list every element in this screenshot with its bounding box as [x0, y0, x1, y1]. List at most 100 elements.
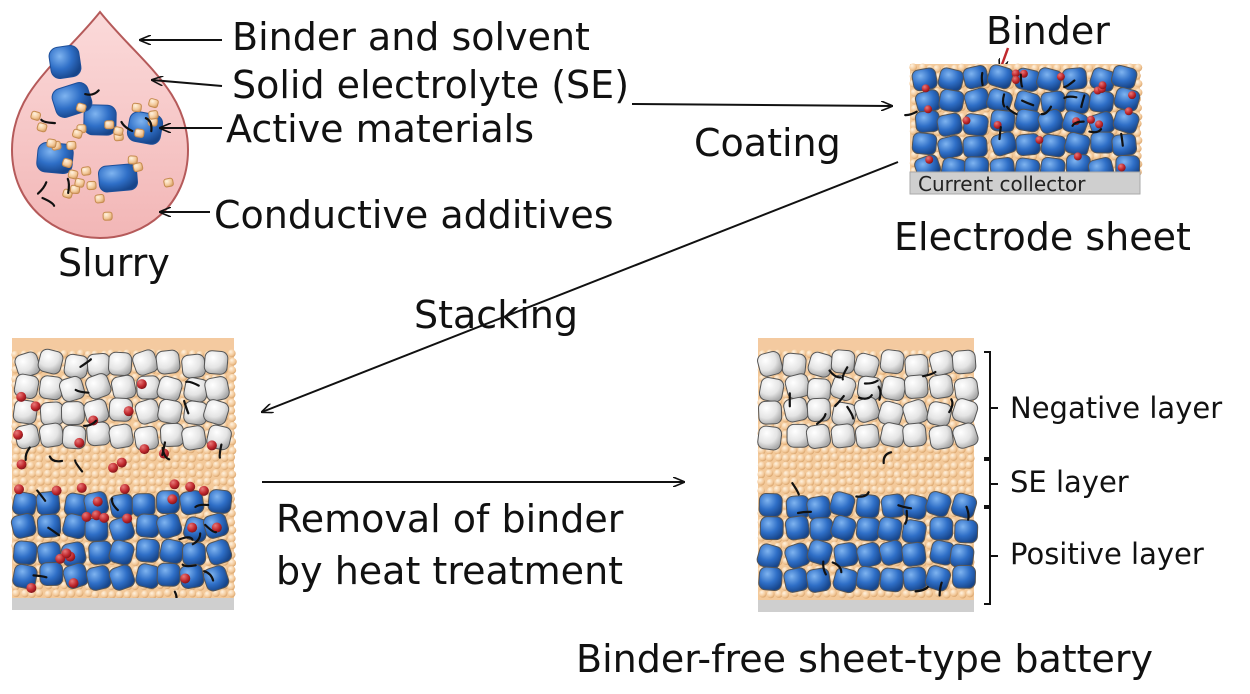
binder-particle — [167, 494, 177, 504]
solid-electrolyte-particle — [943, 463, 951, 471]
negative-material-particle — [204, 350, 229, 375]
solid-electrolyte-particle — [227, 453, 235, 461]
binder-particle — [922, 84, 930, 92]
solid-electrolyte-particle — [139, 479, 147, 487]
label-active-materials: Active materials — [226, 110, 534, 148]
solid-electrolyte-particle — [147, 471, 155, 479]
solid-electrolyte-particle — [846, 477, 854, 485]
negative-material-particle — [831, 349, 855, 373]
solid-electrolyte-particle — [228, 590, 236, 598]
solid-electrolyte-particle — [227, 518, 235, 526]
active-material-particle — [952, 565, 975, 588]
solid-electrolyte-particle — [164, 589, 172, 597]
solid-electrolyte-particle — [108, 591, 116, 599]
solid-electrolyte-particle — [103, 212, 112, 220]
negative-material-particle — [879, 421, 906, 448]
label-electrode-sheet: Electrode sheet — [894, 218, 1191, 256]
label-solid-electrolyte: Solid electrolyte (SE) — [232, 66, 629, 104]
solid-electrolyte-particle — [910, 479, 918, 487]
solid-electrolyte-particle — [44, 590, 52, 598]
solid-electrolyte-particle — [853, 486, 861, 494]
solid-electrolyte-particle — [76, 589, 84, 597]
active-material-particle — [758, 567, 783, 592]
negative-material-particle — [110, 374, 137, 401]
solid-electrolyte-particle — [903, 471, 911, 479]
solid-electrolyte-particle — [966, 590, 974, 598]
solid-electrolyte-particle — [197, 453, 205, 461]
solid-electrolyte-particle — [100, 462, 108, 470]
solid-electrolyte-particle — [783, 471, 791, 479]
solid-electrolyte-particle — [133, 486, 141, 494]
active-material-particle — [783, 567, 810, 594]
solid-electrolyte-particle — [149, 591, 157, 599]
solid-electrolyte-particle — [950, 470, 958, 478]
solid-electrolyte-particle — [173, 454, 181, 462]
label-coating: Coating — [694, 124, 841, 162]
bracket-se — [984, 460, 998, 506]
solid-electrolyte-particle — [180, 590, 188, 598]
solid-electrolyte-particle — [196, 479, 204, 487]
solid-electrolyte-particle — [950, 589, 958, 597]
solid-electrolyte-particle — [782, 477, 790, 485]
solid-electrolyte-particle — [228, 399, 236, 407]
solid-electrolyte-particle — [35, 470, 43, 478]
solid-electrolyte-particle — [101, 591, 109, 599]
binder-particle — [16, 392, 26, 402]
solid-electrolyte-particle — [91, 591, 99, 599]
solid-electrolyte-particle — [148, 110, 158, 119]
active-material-particle — [40, 562, 63, 585]
solid-electrolyte-particle — [229, 358, 237, 366]
solid-electrolyte-particle — [148, 463, 156, 471]
solid-electrolyte-particle — [180, 471, 188, 479]
solid-electrolyte-particle — [204, 591, 212, 599]
solid-electrolyte-particle — [229, 422, 237, 430]
solid-electrolyte-particle — [229, 374, 237, 382]
solid-electrolyte-particle — [149, 486, 157, 494]
solid-electrolyte-particle — [814, 471, 822, 479]
solid-electrolyte-particle — [132, 591, 140, 599]
solid-electrolyte-particle — [767, 591, 775, 599]
solid-electrolyte-particle — [965, 471, 973, 479]
solid-electrolyte-particle — [37, 446, 45, 454]
solid-electrolyte-particle — [789, 462, 797, 470]
binder-particle — [185, 482, 195, 492]
active-material-particle — [48, 44, 82, 79]
solid-electrolyte-particle — [854, 447, 862, 455]
solid-electrolyte-particle — [228, 566, 236, 574]
solid-electrolyte-particle — [69, 485, 77, 493]
binder-free-cell — [756, 338, 980, 612]
solid-electrolyte-particle — [133, 455, 141, 463]
solid-electrolyte-particle — [845, 470, 853, 478]
solid-electrolyte-particle — [919, 486, 927, 494]
solid-electrolyte-particle — [950, 479, 958, 487]
solid-electrolyte-particle — [12, 478, 20, 486]
active-material-particle — [806, 495, 832, 521]
solid-electrolyte-particle — [134, 129, 144, 138]
solid-electrolyte-particle — [99, 445, 107, 453]
label-current-collector: Current collector — [918, 174, 1085, 194]
solid-electrolyte-particle — [894, 453, 902, 461]
solid-electrolyte-particle — [220, 478, 228, 486]
binder-particle — [108, 463, 118, 473]
solid-electrolyte-particle — [862, 455, 870, 463]
solid-electrolyte-particle — [99, 470, 107, 478]
binder-particle — [117, 458, 127, 468]
active-material-particle — [1015, 133, 1041, 156]
active-material-particle — [1040, 134, 1067, 158]
solid-electrolyte-particle — [180, 461, 188, 469]
solid-electrolyte-particle — [782, 446, 790, 454]
solid-electrolyte-particle — [775, 478, 783, 486]
solid-electrolyte-particle — [775, 454, 783, 462]
bracket-positive — [984, 508, 998, 604]
solid-electrolyte-particle — [822, 461, 830, 469]
negative-material-particle — [181, 425, 207, 451]
negative-material-particle — [855, 423, 880, 448]
negative-material-particle — [952, 350, 976, 374]
solid-electrolyte-particle — [124, 591, 132, 599]
solid-electrolyte-particle — [83, 462, 91, 470]
solid-electrolyte-particle — [918, 478, 926, 486]
active-material-particle — [785, 515, 811, 541]
solid-electrolyte-particle — [838, 463, 846, 471]
solid-electrolyte-particle — [155, 478, 163, 486]
solid-electrolyte-particle — [942, 455, 950, 463]
